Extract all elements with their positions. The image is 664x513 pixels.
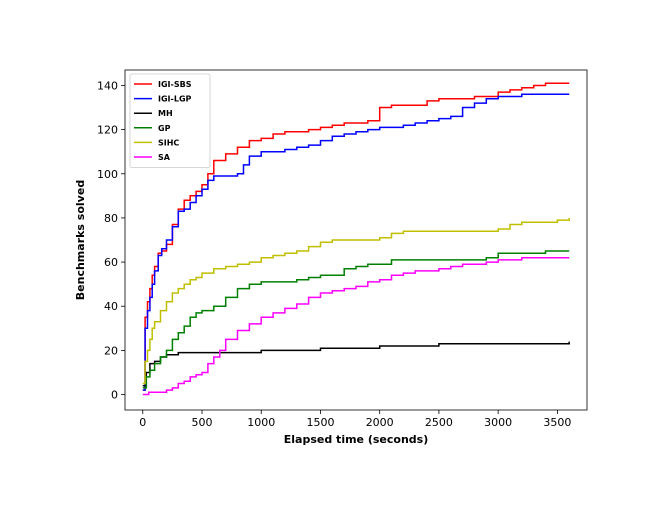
x-tick-label: 1500 (306, 416, 334, 429)
y-tick-label: 120 (97, 124, 118, 137)
series-line-gp (142, 250, 570, 389)
y-axis-label: Benchmarks solved (74, 180, 87, 300)
y-tick-label: 20 (104, 344, 118, 357)
legend-label: MH (158, 109, 173, 118)
y-tick-label: 40 (104, 300, 118, 313)
legend-label: IGI-SBS (158, 80, 192, 89)
x-tick-label: 500 (192, 416, 213, 429)
y-tick-label: 0 (111, 389, 118, 402)
legend: IGI-SBS IGI-LGP MH GP SIHC SA (129, 73, 211, 168)
x-tick-label: 3000 (484, 416, 512, 429)
x-tick-label: 3500 (543, 416, 571, 429)
legend-box (129, 73, 211, 168)
legend-label: GP (158, 124, 171, 133)
y-tick-label: 80 (104, 212, 118, 225)
y-tick-label: 60 (104, 256, 118, 269)
x-tick-label: 2500 (425, 416, 453, 429)
x-axis-ticks: 0 500 1000 1500 2000 2500 3000 3500 (139, 410, 571, 429)
y-tick-label: 140 (97, 79, 118, 92)
x-tick-label: 1000 (247, 416, 275, 429)
x-tick-label: 0 (139, 416, 146, 429)
legend-label: SA (158, 153, 171, 162)
legend-label: IGI-LGP (158, 95, 192, 104)
series-line-sihc (142, 217, 570, 385)
series-line-sa (142, 256, 570, 396)
legend-label: SIHC (158, 138, 179, 147)
series-lines (142, 82, 570, 396)
series-line-igi-lgp (142, 93, 570, 391)
x-tick-label: 2000 (366, 416, 394, 429)
y-axis-ticks: 0 20 40 60 80 100 120 140 (97, 79, 125, 402)
x-axis-label: Elapsed time (seconds) (284, 433, 428, 446)
y-tick-label: 100 (97, 168, 118, 181)
